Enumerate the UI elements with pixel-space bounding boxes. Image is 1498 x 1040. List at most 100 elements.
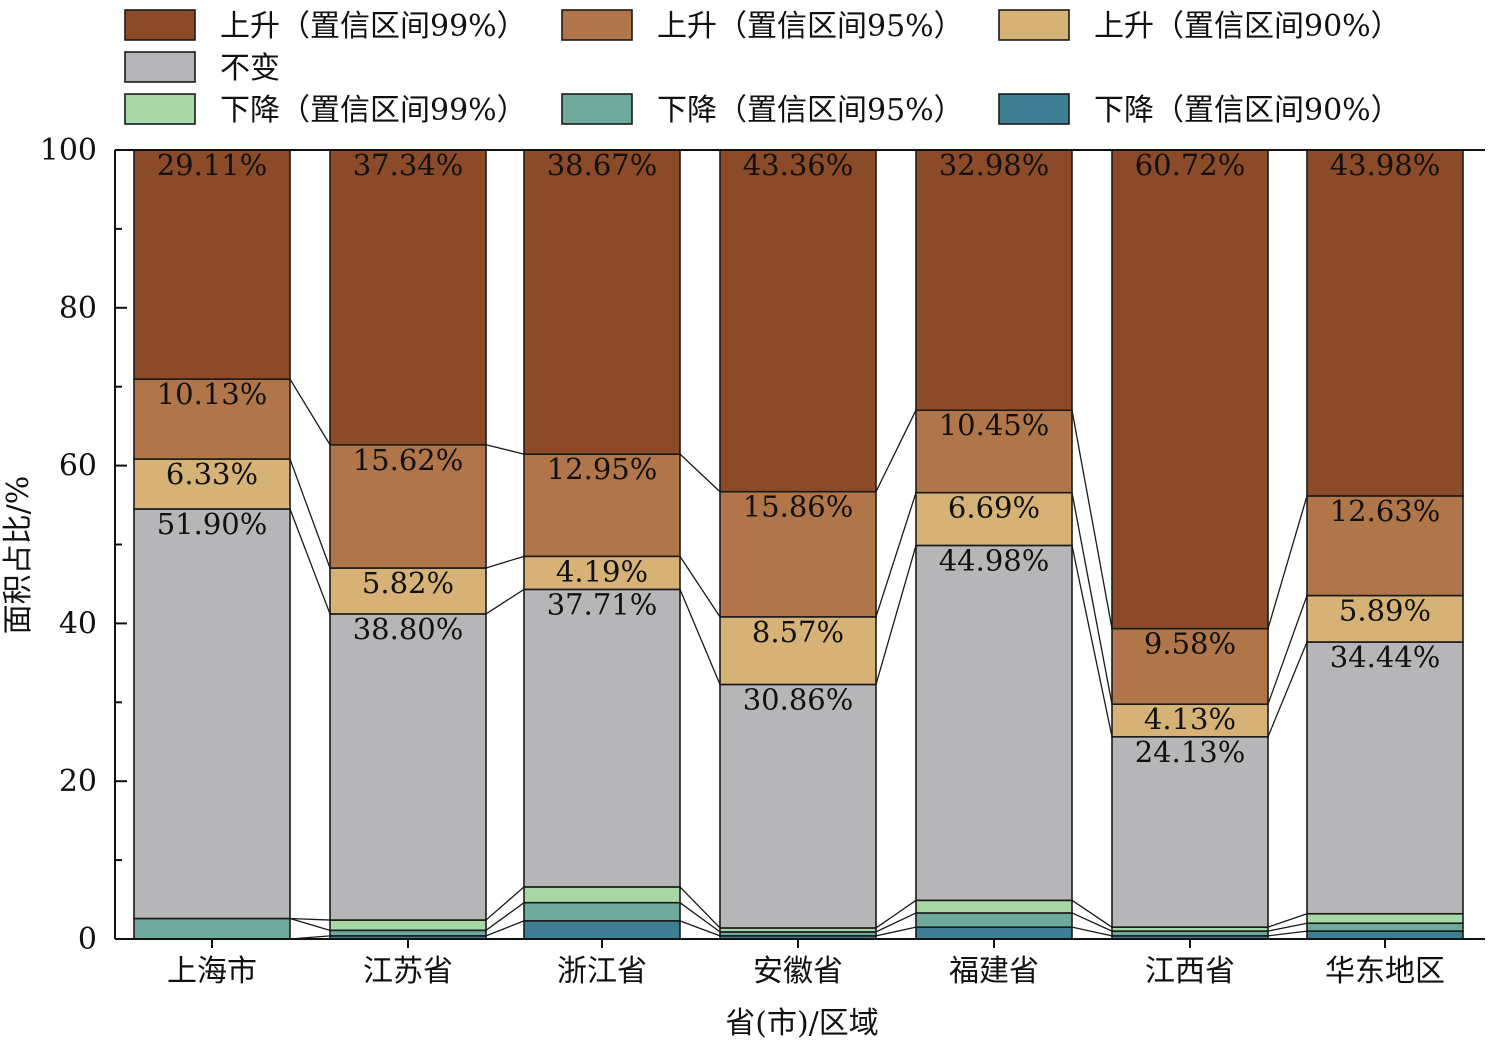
connector-line [679,902,721,933]
connector-line [1071,926,1113,937]
y-tick-label: 40 [59,606,97,641]
data-label: 29.11% [157,148,268,182]
bar-segment-6-7 [1111,149,1269,630]
x-axis-title: 省(市)/区域 [725,1006,879,1040]
x-tick-label: 江苏省 [363,954,453,989]
bar-segment-3-3 [523,886,681,904]
bar-segment-7-3 [1306,912,1464,925]
bar-segment-7-7 [1306,149,1464,497]
x-tick-label: 华东地区 [1325,954,1445,989]
bar-segment-2-6 [329,443,487,569]
y-tick-label: 20 [59,764,97,799]
x-tick-label: 安徽省 [753,954,843,989]
connector-line [679,555,721,618]
y-tick-label: 60 [59,449,97,484]
data-label: 38.67% [547,148,658,182]
data-label: 34.44% [1330,640,1441,674]
bar-segment-7-1 [1306,930,1464,940]
bar-segment-3-6 [523,453,681,558]
connector-line [1071,545,1113,737]
bar-segment-1-5 [133,458,291,510]
data-label: 30.86% [743,682,854,716]
bar-segment-1-4 [133,508,291,920]
bar-segment-6-6 [1111,627,1269,705]
data-label: 43.98% [1330,148,1441,182]
axes: 0 20 40 60 80 100 上海市 江苏省 浙江省 安徽省 福建省 江西省 华东地区 [40,133,1485,989]
data-label: 51.90% [157,507,268,541]
legend-swatch [561,93,633,125]
connector-line [485,444,525,455]
legend-label: 上升（置信区间95%） [657,9,964,44]
connector-line [1267,595,1308,705]
connector-line [1071,912,1113,932]
bar-segment-7-6 [1306,495,1464,597]
data-label: 4.19% [556,554,648,588]
y-tick-label: 100 [40,133,97,168]
legend-swatch [561,9,633,41]
data-label: 38.80% [353,612,464,646]
connector-line [289,378,331,446]
connector-line [679,886,721,929]
connector-line [875,545,917,685]
connector-line [485,902,525,931]
bar-segment-5-4 [915,544,1073,902]
bar-segment-5-3 [915,899,1073,914]
bar-segment-2-7 [329,149,487,446]
connector-line [289,917,331,931]
data-label: 37.34% [353,148,464,182]
connector-line [485,886,525,921]
bar-segment-7-5 [1306,594,1464,643]
bar-segment-2-5 [329,567,487,615]
connector-line [289,508,331,615]
data-label: 8.57% [752,615,844,649]
connector-line [875,492,917,618]
x-tick-label: 浙江省 [557,954,647,989]
data-labels: 51.90% 6.33% 10.13% 29.11% 38.80% 5.82% 15.62%… [157,148,1441,769]
legend-label: 不变 [220,51,280,86]
connector-line [289,458,331,569]
connector-line [1267,913,1308,928]
bar-segment-2-4 [329,613,487,921]
connector-line [1071,899,1113,928]
connector-line [875,926,917,937]
x-tick-label: 江西省 [1145,954,1235,989]
bar-segment-4-4 [719,683,877,929]
data-label: 32.98% [939,148,1050,182]
bar-segment-3-2 [523,901,681,922]
data-label: 9.58% [1144,627,1236,661]
data-label: 4.13% [1144,702,1236,736]
bar-segment-7-2 [1306,922,1464,932]
bar-segment-5-1 [915,926,1073,940]
bar-segment-3-5 [523,555,681,591]
bars [133,149,1464,940]
bar-segment-1-7 [133,149,291,380]
bar-segment-1-6 [133,378,291,460]
data-label: 5.82% [362,566,454,600]
connector-line [679,920,721,937]
data-label: 43.36% [743,148,854,182]
connector-line [875,899,917,929]
connector-line [1267,922,1308,932]
data-label: 60.72% [1135,148,1246,182]
bar-segment-4-7 [719,149,877,493]
connector-lines [289,378,1308,940]
data-label: 12.95% [547,452,658,486]
y-tick-label: 80 [59,291,97,326]
bar-segment-5-7 [915,149,1073,412]
connector-line [1071,492,1113,705]
data-label: 10.13% [157,377,268,411]
bar-segment-1-2 [133,917,291,940]
legend-swatch [124,93,196,125]
connector-line [289,917,331,921]
legend-swatch [124,9,196,41]
y-tick-label: 0 [78,922,97,957]
data-label: 37.71% [547,587,658,621]
connector-line [679,589,721,685]
bar-segment-3-4 [523,588,681,888]
bar-segment-5-6 [915,409,1073,494]
data-label: 6.33% [166,457,258,491]
legend-label: 下降（置信区间95%） [657,93,964,128]
data-label: 15.86% [743,490,854,524]
data-label: 12.63% [1330,494,1441,528]
